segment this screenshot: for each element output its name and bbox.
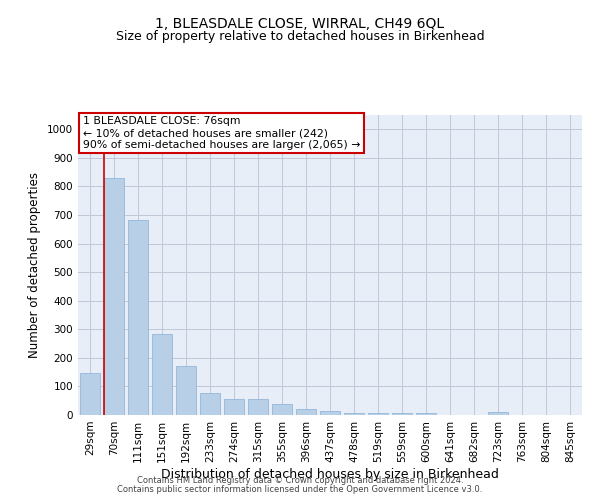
Bar: [392, 413, 412, 415]
Bar: [128, 220, 148, 415]
Bar: [104, 178, 124, 415]
Bar: [80, 372, 100, 415]
Bar: [416, 414, 436, 415]
Bar: [344, 412, 364, 415]
Text: 1, BLEASDALE CLOSE, WIRRAL, CH49 6QL: 1, BLEASDALE CLOSE, WIRRAL, CH49 6QL: [155, 18, 445, 32]
Bar: [152, 334, 172, 415]
Bar: [224, 400, 244, 415]
Text: Contains public sector information licensed under the Open Government Licence v3: Contains public sector information licen…: [118, 485, 482, 494]
Y-axis label: Number of detached properties: Number of detached properties: [28, 172, 41, 358]
Text: Size of property relative to detached houses in Birkenhead: Size of property relative to detached ho…: [116, 30, 484, 43]
Bar: [200, 392, 220, 415]
Text: 1 BLEASDALE CLOSE: 76sqm
← 10% of detached houses are smaller (242)
90% of semi-: 1 BLEASDALE CLOSE: 76sqm ← 10% of detach…: [83, 116, 361, 150]
Bar: [248, 400, 268, 415]
Bar: [488, 412, 508, 415]
X-axis label: Distribution of detached houses by size in Birkenhead: Distribution of detached houses by size …: [161, 468, 499, 480]
Text: Contains HM Land Registry data © Crown copyright and database right 2024.: Contains HM Land Registry data © Crown c…: [137, 476, 463, 485]
Bar: [296, 408, 316, 415]
Bar: [320, 410, 340, 415]
Bar: [368, 412, 388, 415]
Bar: [176, 366, 196, 415]
Bar: [272, 404, 292, 415]
